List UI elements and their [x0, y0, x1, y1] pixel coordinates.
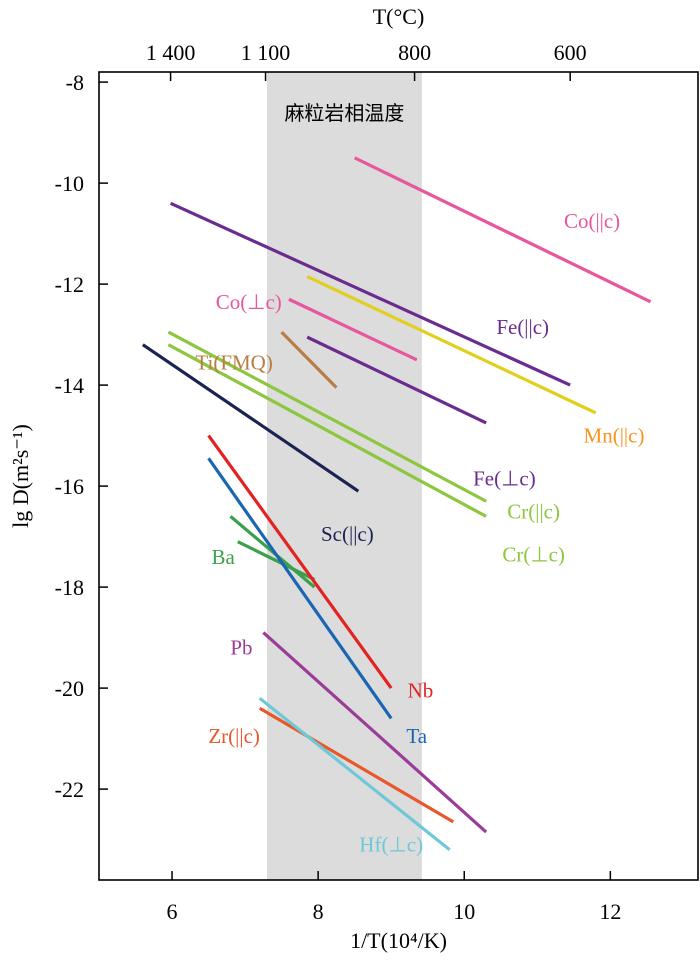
- series-line: [141, 343, 360, 493]
- series-label: Zr(||c): [208, 724, 260, 748]
- series-label: Mn(||c): [584, 424, 645, 448]
- series-line: [288, 297, 418, 362]
- top-axis-title: T(°C): [373, 4, 425, 29]
- series-label: Co(⊥c): [216, 290, 282, 314]
- y-axis-ticks: -8 -10 -12 -14 -16 -18 -20 -22: [55, 70, 108, 802]
- series-label: Pb: [230, 636, 252, 660]
- series-line: [237, 540, 316, 581]
- series-line: [207, 434, 393, 690]
- series-label: Hf(⊥c): [359, 833, 423, 857]
- series-label: Fe(⊥c): [473, 467, 536, 491]
- series-label: Ta: [406, 724, 427, 748]
- series-line: [169, 201, 571, 387]
- x-tick-label: 8: [313, 899, 324, 924]
- y-tick-label: -14: [55, 373, 84, 398]
- series-line: [262, 631, 488, 834]
- series-labels: Co(||c) Fe(||c) Mn(||c) Co(⊥c) Fe(⊥c) Ti(FMQ)…: [195, 209, 644, 857]
- series-line: [306, 335, 487, 425]
- series-label: Cr(⊥c): [502, 542, 565, 566]
- top-tick-label: 600: [554, 40, 587, 65]
- series-label: Fe(||c): [496, 315, 549, 339]
- series-label: Co(||c): [564, 209, 620, 233]
- series-line: [306, 275, 597, 415]
- top-tick-label: 1 100: [241, 40, 291, 65]
- y-tick-label: -20: [55, 676, 84, 701]
- y-tick-label: -18: [55, 575, 84, 600]
- series-line: [167, 330, 487, 503]
- series-lines: [141, 156, 652, 851]
- plot-frame: [98, 71, 699, 881]
- y-tick-label: -22: [55, 777, 84, 802]
- series-label: Nb: [408, 679, 434, 703]
- series-label: Cr(||c): [507, 499, 560, 523]
- y-tick-label: -8: [66, 70, 84, 95]
- x-axis-ticks: 6 8 10 12: [167, 871, 621, 924]
- series-line: [258, 706, 455, 824]
- x-tick-label: 12: [599, 899, 621, 924]
- x-axis-title: 1/T(10⁴/K): [350, 928, 447, 953]
- x-tick-label: 10: [453, 899, 475, 924]
- band-label: 麻粒岩相温度: [284, 101, 404, 125]
- y-tick-label: -16: [55, 474, 84, 499]
- y-tick-label: -12: [55, 272, 84, 297]
- granulite-temperature-band: [267, 72, 422, 880]
- series-line: [280, 330, 338, 389]
- series-label: Sc(||c): [321, 522, 374, 546]
- top-axis-ticks: 1 400 1 100 800 600: [146, 40, 587, 81]
- series-line: [207, 457, 393, 720]
- series-label: Ba: [212, 545, 236, 569]
- series-label: Ti(FMQ): [195, 350, 272, 374]
- y-axis-title: lg D(m²s⁻¹): [8, 424, 33, 528]
- x-tick-label: 6: [167, 899, 178, 924]
- top-tick-label: 1 400: [146, 40, 196, 65]
- top-tick-label: 800: [398, 40, 431, 65]
- series-line: [258, 696, 451, 851]
- y-tick-label: -10: [55, 171, 84, 196]
- series-line: [353, 156, 652, 304]
- series-line: [167, 343, 487, 518]
